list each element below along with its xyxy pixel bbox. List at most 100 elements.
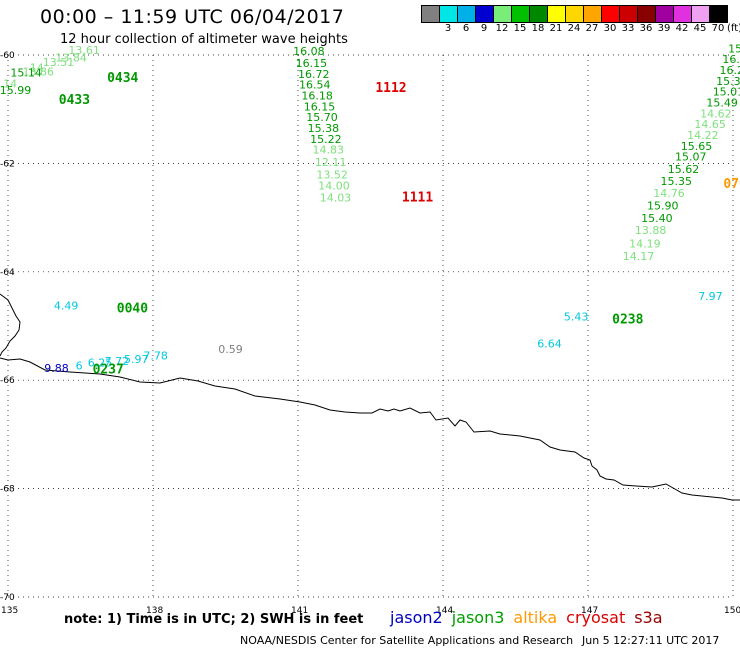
satellite-name-cryosat: cryosat: [566, 608, 626, 627]
wave-height-value: 13.88: [635, 224, 667, 237]
pass-time-label: 0040: [117, 301, 148, 316]
legend-swatch: [512, 6, 530, 22]
legend-swatch: [566, 6, 584, 22]
wave-height-value: 16.08: [293, 45, 325, 58]
wave-height-value: 15.14: [10, 67, 42, 80]
latitude-label: -66: [0, 376, 15, 386]
legend-swatch: [530, 6, 548, 22]
wave-height-value: 15.62: [668, 163, 700, 176]
wave-height-observations: 13.6113.8413.511413.8615.141415.9916.081…: [0, 42, 740, 375]
pass-time-label: 1112: [375, 81, 406, 96]
wave-height-value: 14: [3, 78, 17, 91]
wave-height-value: 6: [76, 359, 83, 372]
legend-label: 3: [444, 23, 452, 34]
wave-height-value: 14.62: [700, 107, 732, 120]
pass-time-label: 0433: [59, 93, 90, 108]
wave-height-value: 7.78: [143, 350, 168, 363]
legend-label: 15: [513, 23, 527, 34]
pass-time-labels: 0434 0433 1112 1111 0702 0040 0237 0238: [59, 71, 740, 378]
legend-swatch: [656, 6, 674, 22]
legend-label: 6: [462, 23, 470, 34]
legend-swatch: [476, 6, 494, 22]
legend-label: 12: [495, 23, 509, 34]
satellite-name-jason3: jason3: [451, 608, 505, 627]
legend-label: 70: [711, 23, 725, 34]
wave-height-value: 15.01: [713, 86, 740, 99]
legend-label: 30: [603, 23, 617, 34]
legend-label: 27: [585, 23, 599, 34]
latitude-label: -60: [0, 51, 15, 61]
legend-swatch: [584, 6, 602, 22]
satellite-name-s3a: s3a: [634, 608, 663, 627]
legend-swatch: [548, 6, 566, 22]
legend-label: 9: [480, 23, 488, 34]
longitude-label: 150: [724, 606, 740, 616]
pass-time-label: 0434: [107, 71, 138, 86]
pass-time-label: 0237: [93, 363, 124, 378]
wave-height-value: 15.: [728, 42, 740, 55]
wave-height-value: 0.59: [218, 343, 243, 356]
pass-time-label: 0238: [612, 312, 643, 327]
wave-height-value: 7.97: [698, 290, 723, 303]
wave-height-value: 6.64: [537, 338, 562, 351]
footer-credit: NOAA/NESDIS Center for Satellite Applica…: [240, 634, 574, 647]
wave-height-value: 16.54: [299, 79, 331, 92]
legend-label: 24: [567, 23, 581, 34]
legend-unit: (ft): [727, 23, 740, 34]
wave-height-value: 13.52: [316, 169, 348, 182]
wave-height-value: 15.22: [310, 133, 342, 146]
map-subtitle: 12 hour collection of altimeter wave hei…: [60, 32, 348, 47]
legend-label: 36: [639, 23, 653, 34]
wave-height-value: 16.15: [296, 57, 328, 70]
wave-height-value: 15.38: [308, 122, 340, 135]
longitude-label: 135: [1, 606, 18, 616]
satellite-key: jason2 jason3 altika cryosat s3a: [390, 608, 672, 627]
wave-height-value: 14.03: [320, 191, 352, 204]
axis-labels: -60 -62 -64 -66 -68 -70 135 138 141 144 147 150: [0, 51, 740, 616]
wave-height-value: 7.72: [105, 355, 129, 368]
wave-height-value: 16.15: [304, 100, 336, 113]
legend-swatch: [620, 6, 638, 22]
latitude-label: -68: [0, 485, 15, 495]
lat-lon-grid: [7, 54, 734, 598]
legend-label: 33: [621, 23, 635, 34]
footer-note: note: 1) Time is in UTC; 2) SWH is in fe…: [64, 612, 364, 627]
legend-swatch: [638, 6, 656, 22]
wave-height-value: 14.22: [687, 129, 719, 142]
wave-height-value: 6.25: [88, 357, 113, 370]
pass-time-label: 1111: [402, 190, 433, 205]
wave-height-value: 5.43: [564, 311, 589, 324]
wave-height-value: 14.83: [313, 144, 345, 157]
legend-label: 21: [549, 23, 563, 34]
legend-swatch: [422, 6, 440, 22]
longitude-label: 147: [581, 606, 598, 616]
longitude-label: 144: [436, 606, 453, 616]
wave-height-value: 15.90: [647, 199, 679, 212]
wave-height-value: 14: [30, 61, 44, 74]
legend-swatch: [440, 6, 458, 22]
wave-height-value: 15.70: [306, 111, 338, 124]
wave-height-value: 15.65: [681, 140, 713, 153]
wave-height-value: 15.07: [675, 151, 707, 164]
longitude-label: 138: [146, 606, 163, 616]
map-title: 00:00 – 11:59 UTC 06/04/2017: [40, 6, 345, 28]
legend-swatch: [710, 6, 727, 22]
wave-height-value: 15.49: [706, 96, 738, 109]
satellite-name-jason2: jason2: [390, 608, 443, 627]
wave-height-value: 9.88: [44, 362, 69, 375]
wave-height-value: 14.17: [623, 250, 655, 263]
wave-height-value: 16.18: [301, 89, 333, 102]
wave-height-value: 14.76: [653, 187, 685, 200]
wave-height-value: 13.51: [43, 56, 75, 69]
antarctic-coastline: [0, 293, 740, 501]
legend-label: 39: [657, 23, 671, 34]
legend-label: 42: [675, 23, 689, 34]
wave-height-value: 16.72: [298, 68, 330, 81]
legend-swatch: [692, 6, 710, 22]
wave-height-value: 12.11: [315, 156, 347, 169]
wave-height-value: 16.23: [719, 64, 740, 77]
legend-swatch: [674, 6, 692, 22]
wave-height-value: 14.65: [694, 118, 726, 131]
footer-generated-time: Jun 5 12:27:11 UTC 2017: [582, 634, 720, 647]
legend-swatch: [602, 6, 620, 22]
